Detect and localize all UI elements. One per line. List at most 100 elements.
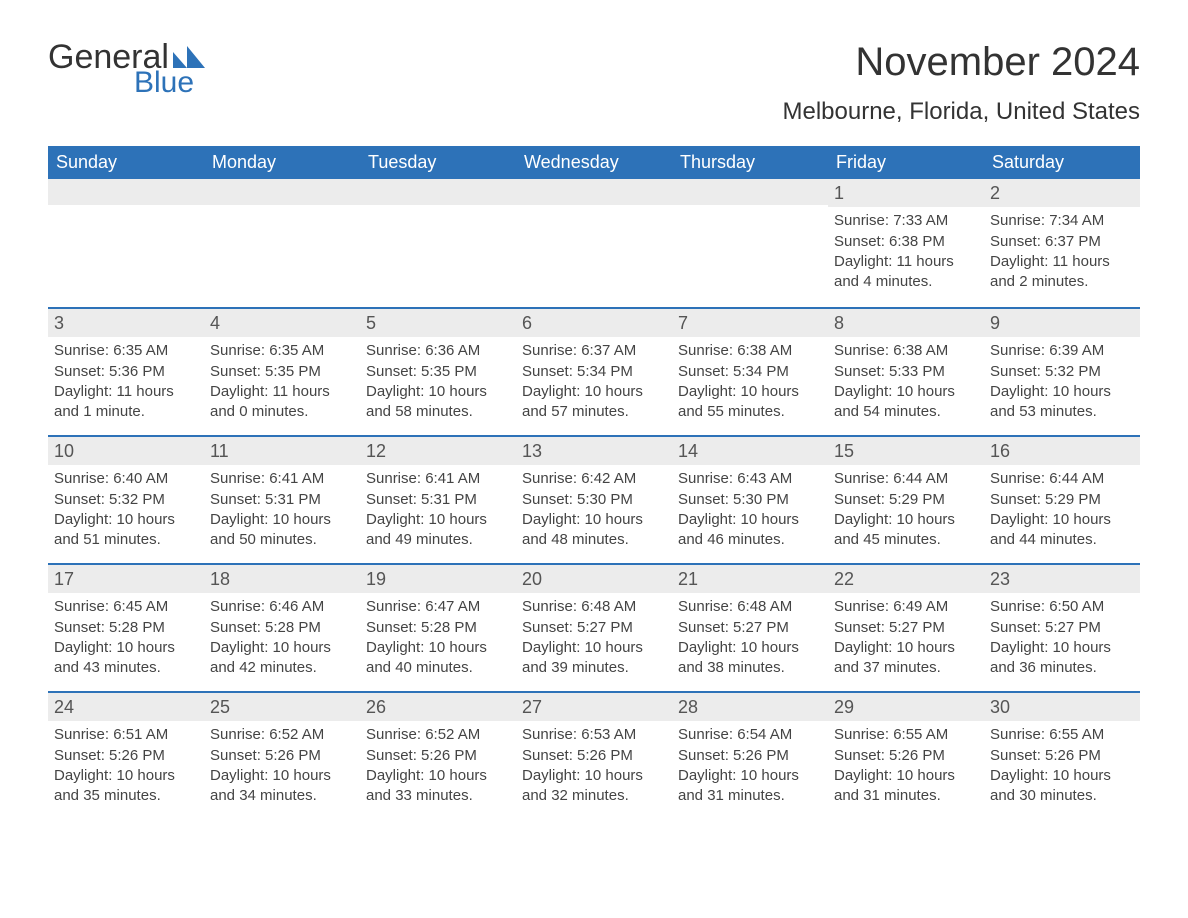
day-sunrise: Sunrise: 6:54 AM [678, 725, 822, 745]
day-sunrise: Sunrise: 6:50 AM [990, 597, 1134, 617]
day-body: Sunrise: 6:53 AMSunset: 5:26 PMDaylight:… [516, 725, 672, 814]
day-cell: 30Sunrise: 6:55 AMSunset: 5:26 PMDayligh… [984, 693, 1140, 819]
day-sunset: Sunset: 5:30 PM [678, 490, 822, 510]
day-number: 16 [984, 437, 1140, 465]
page-title: November 2024 [855, 40, 1140, 85]
day-cell: 12Sunrise: 6:41 AMSunset: 5:31 PMDayligh… [360, 437, 516, 563]
day-header: Monday [204, 146, 360, 179]
day-cell: 22 Sunrise: 6:49 AMSunset: 5:27 PMDayligh… [828, 565, 984, 691]
day-body: Sunrise: 7:33 AMSunset: 6:38 PMDaylight:… [828, 211, 984, 300]
day-daylight: Daylight: 11 hours and 4 minutes. [834, 252, 978, 293]
calendar: SundayMondayTuesdayWednesdayThursdayFrid… [48, 146, 1140, 819]
day-header: Tuesday [360, 146, 516, 179]
day-sunset: Sunset: 5:28 PM [210, 618, 354, 638]
day-cell: 14Sunrise: 6:43 AMSunset: 5:30 PMDayligh… [672, 437, 828, 563]
week-row: 1Sunrise: 7:33 AMSunset: 6:38 PMDaylight… [48, 179, 1140, 307]
day-sunrise: Sunrise: 6:55 AM [834, 725, 978, 745]
day-cell: 15 Sunrise: 6:44 AMSunset: 5:29 PMDayligh… [828, 437, 984, 563]
day-daylight: Daylight: 11 hours and 2 minutes. [990, 252, 1134, 293]
day-body: Sunrise: 6:40 AMSunset: 5:32 PMDaylight:… [48, 469, 204, 558]
day-cell: 6 Sunrise: 6:37 AMSunset: 5:34 PMDaylight… [516, 309, 672, 435]
day-cell: 17 Sunrise: 6:45 AMSunset: 5:28 PMDayligh… [48, 565, 204, 691]
day-number: 3 [48, 309, 204, 337]
day-number: 5 [360, 309, 516, 337]
day-number: 9 [984, 309, 1140, 337]
day-body: Sunrise: 6:51 AMSunset: 5:26 PMDaylight:… [48, 725, 204, 814]
day-body: Sunrise: 6:45 AMSunset: 5:28 PMDaylight:… [48, 597, 204, 686]
day-sunrise: Sunrise: 6:37 AM [522, 341, 666, 361]
day-body: Sunrise: 6:36 AMSunset: 5:35 PMDaylight:… [360, 341, 516, 430]
day-cell [48, 179, 204, 307]
day-body: Sunrise: 6:38 AMSunset: 5:33 PMDaylight:… [828, 341, 984, 430]
day-daylight: Daylight: 11 hours and 1 minute. [54, 382, 198, 423]
day-number: 17 [48, 565, 204, 593]
day-number: 19 [360, 565, 516, 593]
day-sunrise: Sunrise: 7:33 AM [834, 211, 978, 231]
day-daylight: Daylight: 10 hours and 39 minutes. [522, 638, 666, 679]
day-cell: 3Sunrise: 6:35 AMSunset: 5:36 PMDaylight… [48, 309, 204, 435]
day-number: 15 [828, 437, 984, 465]
day-number: 18 [204, 565, 360, 593]
day-cell: 27 Sunrise: 6:53 AMSunset: 5:26 PMDayligh… [516, 693, 672, 819]
day-cell [516, 179, 672, 307]
day-number: 2 [984, 179, 1140, 207]
day-number: 23 [984, 565, 1140, 593]
day-number: 26 [360, 693, 516, 721]
day-sunrise: Sunrise: 6:39 AM [990, 341, 1134, 361]
day-daylight: Daylight: 10 hours and 40 minutes. [366, 638, 510, 679]
day-number: 20 [516, 565, 672, 593]
day-body: Sunrise: 6:48 AMSunset: 5:27 PMDaylight:… [516, 597, 672, 686]
day-number: 1 [828, 179, 984, 207]
day-cell: 28Sunrise: 6:54 AMSunset: 5:26 PMDayligh… [672, 693, 828, 819]
day-number: 30 [984, 693, 1140, 721]
day-body: Sunrise: 6:50 AMSunset: 5:27 PMDaylight:… [984, 597, 1140, 686]
day-body: Sunrise: 6:35 AMSunset: 5:35 PMDaylight:… [204, 341, 360, 430]
day-sunset: Sunset: 5:27 PM [834, 618, 978, 638]
day-daylight: Daylight: 10 hours and 51 minutes. [54, 510, 198, 551]
day-sunset: Sunset: 5:31 PM [366, 490, 510, 510]
day-daylight: Daylight: 10 hours and 48 minutes. [522, 510, 666, 551]
day-sunrise: Sunrise: 6:43 AM [678, 469, 822, 489]
day-sunset: Sunset: 5:26 PM [54, 746, 198, 766]
day-number: 22 [828, 565, 984, 593]
day-body: Sunrise: 6:49 AMSunset: 5:27 PMDaylight:… [828, 597, 984, 686]
day-sunrise: Sunrise: 6:36 AM [366, 341, 510, 361]
day-daylight: Daylight: 10 hours and 38 minutes. [678, 638, 822, 679]
day-number: 8 [828, 309, 984, 337]
day-header: Thursday [672, 146, 828, 179]
day-sunrise: Sunrise: 6:44 AM [834, 469, 978, 489]
day-number: 21 [672, 565, 828, 593]
day-cell: 13Sunrise: 6:42 AMSunset: 5:30 PMDayligh… [516, 437, 672, 563]
day-daylight: Daylight: 10 hours and 45 minutes. [834, 510, 978, 551]
day-cell: 10Sunrise: 6:40 AMSunset: 5:32 PMDayligh… [48, 437, 204, 563]
day-sunrise: Sunrise: 6:42 AM [522, 469, 666, 489]
week-row: 10Sunrise: 6:40 AMSunset: 5:32 PMDayligh… [48, 435, 1140, 563]
day-sunrise: Sunrise: 6:41 AM [366, 469, 510, 489]
day-sunset: Sunset: 5:26 PM [678, 746, 822, 766]
day-number: 12 [360, 437, 516, 465]
day-sunset: Sunset: 5:33 PM [834, 362, 978, 382]
day-cell: 25Sunrise: 6:52 AMSunset: 5:26 PMDayligh… [204, 693, 360, 819]
day-sunset: Sunset: 5:32 PM [54, 490, 198, 510]
day-sunset: Sunset: 5:26 PM [990, 746, 1134, 766]
day-sunrise: Sunrise: 6:35 AM [210, 341, 354, 361]
week-row: 24 Sunrise: 6:51 AMSunset: 5:26 PMDayligh… [48, 691, 1140, 819]
day-body: Sunrise: 6:37 AMSunset: 5:34 PMDaylight:… [516, 341, 672, 430]
day-sunrise: Sunrise: 6:46 AM [210, 597, 354, 617]
day-sunset: Sunset: 5:28 PM [54, 618, 198, 638]
day-sunset: Sunset: 6:38 PM [834, 232, 978, 252]
day-number: 24 [48, 693, 204, 721]
day-sunset: Sunset: 5:27 PM [990, 618, 1134, 638]
day-sunset: Sunset: 5:36 PM [54, 362, 198, 382]
day-daylight: Daylight: 10 hours and 35 minutes. [54, 766, 198, 807]
day-cell: 23 Sunrise: 6:50 AMSunset: 5:27 PMDayligh… [984, 565, 1140, 691]
day-number: 25 [204, 693, 360, 721]
day-sunrise: Sunrise: 6:38 AM [678, 341, 822, 361]
day-sunrise: Sunrise: 6:41 AM [210, 469, 354, 489]
day-cell: 5 Sunrise: 6:36 AMSunset: 5:35 PMDaylight… [360, 309, 516, 435]
day-sunset: Sunset: 5:35 PM [210, 362, 354, 382]
day-sunset: Sunset: 5:29 PM [834, 490, 978, 510]
day-number: 27 [516, 693, 672, 721]
day-number: 6 [516, 309, 672, 337]
day-number [516, 179, 672, 205]
